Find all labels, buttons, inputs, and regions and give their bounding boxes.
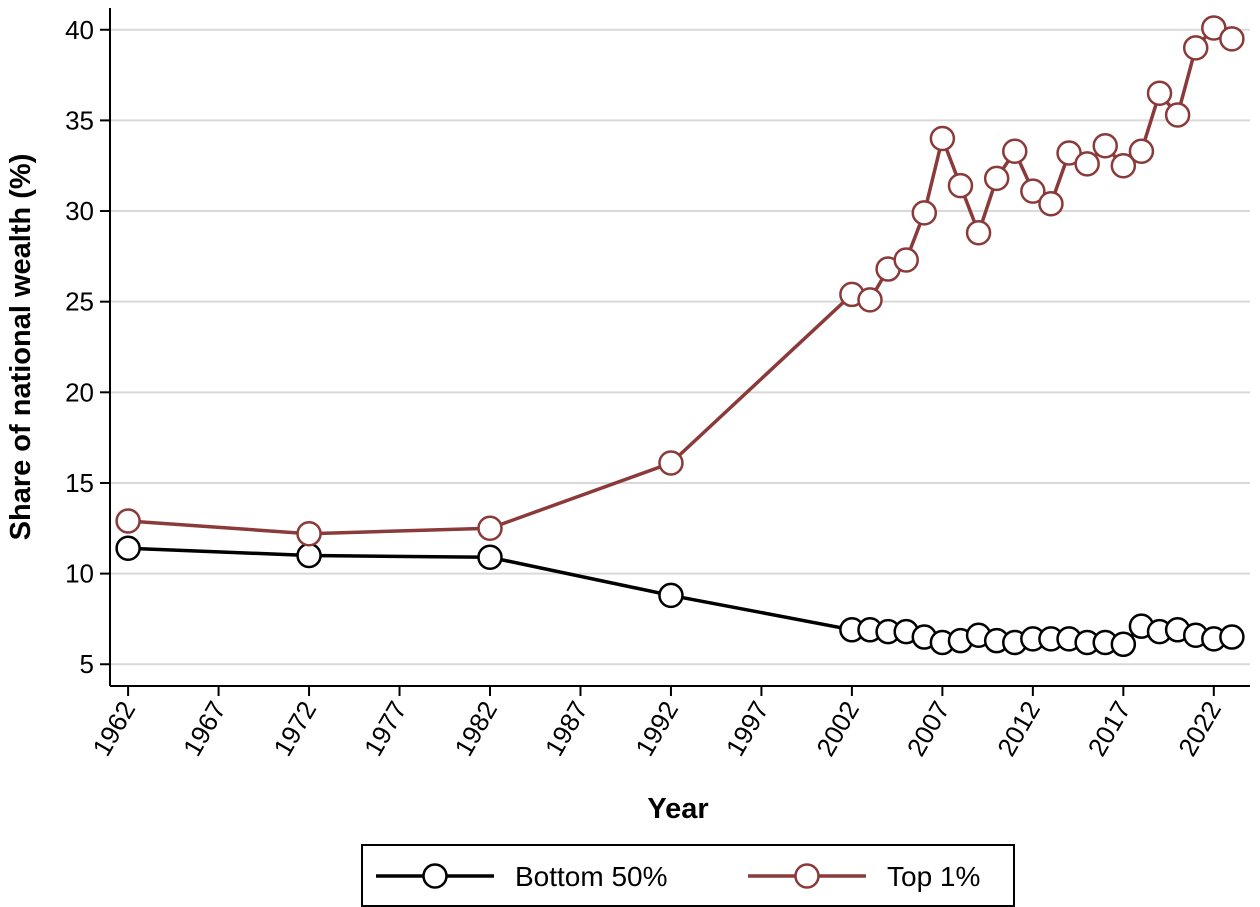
series-bottom-50: [115, 535, 1245, 658]
data-point-top-1-1972: [296, 520, 322, 547]
data-point-top-1-2012: [1020, 178, 1046, 204]
y-tick-label-10: 10: [65, 559, 94, 589]
x-tick-label-1992: 1992: [629, 696, 684, 761]
data-point-top-1-2010: [983, 165, 1010, 192]
data-point-top-1-1992: [658, 450, 684, 476]
legend-items: Bottom 50% Top 1%: [376, 861, 980, 892]
data-point-top-1-2023: [1219, 26, 1245, 52]
data-point-top-1-2007: [929, 125, 956, 152]
data-point-bottom-50-2017: [1110, 631, 1137, 658]
data-point-top-1-1982: [477, 515, 503, 542]
data-point-top-1-2003: [857, 287, 883, 313]
data-point-top-1-2021: [1182, 35, 1209, 61]
data-point-bottom-50-1962: [115, 535, 141, 561]
legend-label-bottom-50: Bottom 50%: [515, 861, 668, 892]
x-axis-ticks: 1962 1967 1972 1977 1982 1987 1992 1997 2002 2007…: [86, 686, 1227, 761]
legend-swatch-marker-top-1: [794, 863, 820, 889]
x-tick-label-2002: 2002: [810, 696, 865, 761]
legend-item-bottom-50: Bottom 50%: [376, 861, 668, 892]
axes: [109, 8, 1250, 687]
data-point-top-1-2013: [1038, 191, 1064, 217]
data-point-top-1-2006: [911, 200, 938, 226]
data-point-top-1-2008: [947, 172, 974, 199]
x-tick-label-1982: 1982: [448, 696, 503, 761]
x-tick-label-1987: 1987: [539, 696, 594, 761]
data-point-bottom-50-1982: [477, 544, 503, 571]
y-tick-label-15: 15: [65, 468, 94, 498]
x-tick-label-1997: 1997: [720, 696, 775, 761]
data-series: [115, 15, 1245, 658]
x-tick-label-2007: 2007: [901, 696, 956, 761]
x-tick-label-1977: 1977: [358, 696, 413, 761]
data-point-top-1-2020: [1164, 102, 1191, 128]
x-tick-label-2017: 2017: [1082, 696, 1137, 761]
x-tick-label-2022: 2022: [1172, 696, 1227, 761]
series-top-1: [115, 15, 1245, 547]
data-point-top-1-2005: [893, 247, 919, 273]
x-tick-label-1967: 1967: [177, 696, 232, 761]
data-point-top-1-2018: [1128, 138, 1155, 164]
x-tick-label-1972: 1972: [267, 696, 322, 761]
y-tick-label-35: 35: [65, 105, 94, 135]
gridlines: [110, 28, 1250, 666]
y-tick-label-20: 20: [65, 377, 94, 407]
x-tick-label-2012: 2012: [991, 696, 1046, 761]
legend: Bottom 50% Top 1%: [361, 844, 1015, 907]
y-axis-ticks: 5 10 15 20 25 30 35 40: [65, 15, 110, 679]
y-tick-label-25: 25: [65, 287, 94, 317]
data-point-bottom-50-1992: [658, 582, 684, 609]
data-point-top-1-2019: [1146, 80, 1173, 106]
data-point-top-1-2011: [1002, 138, 1028, 164]
data-point-top-1-2017: [1110, 152, 1137, 179]
x-axis-title: Year: [647, 793, 708, 825]
y-tick-label-30: 30: [65, 196, 94, 226]
legend-swatch-marker-bottom-50: [422, 863, 448, 889]
legend-item-top-1: Top 1%: [748, 861, 980, 892]
data-point-top-1-2015: [1074, 151, 1100, 177]
data-point-top-1-2009: [965, 220, 992, 246]
legend-label-top-1: Top 1%: [887, 861, 980, 892]
y-axis-title: Share of national wealth (%): [5, 154, 37, 541]
y-tick-label-5: 5: [80, 649, 94, 679]
data-point-top-1-2016: [1092, 133, 1118, 159]
x-tick-label-1962: 1962: [86, 696, 141, 761]
y-tick-label-40: 40: [65, 15, 94, 45]
data-point-bottom-50-2023: [1219, 624, 1245, 650]
data-point-top-1-1962: [115, 508, 141, 534]
data-point-bottom-50-1972: [296, 542, 322, 569]
